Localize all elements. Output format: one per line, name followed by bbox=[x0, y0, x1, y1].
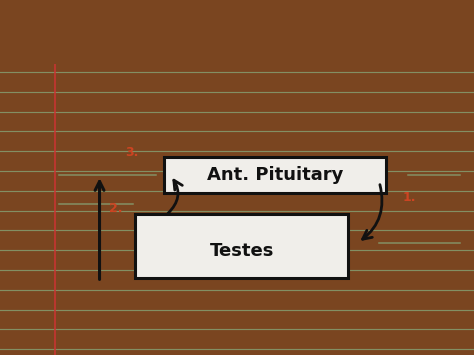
Text: 2.: 2. bbox=[109, 202, 122, 215]
Text: 3.: 3. bbox=[126, 146, 139, 159]
FancyBboxPatch shape bbox=[164, 157, 386, 193]
Text: 1.: 1. bbox=[403, 191, 416, 204]
FancyBboxPatch shape bbox=[135, 214, 348, 278]
Text: Ant. Pituitary: Ant. Pituitary bbox=[207, 166, 343, 184]
Text: Testes: Testes bbox=[210, 242, 274, 260]
